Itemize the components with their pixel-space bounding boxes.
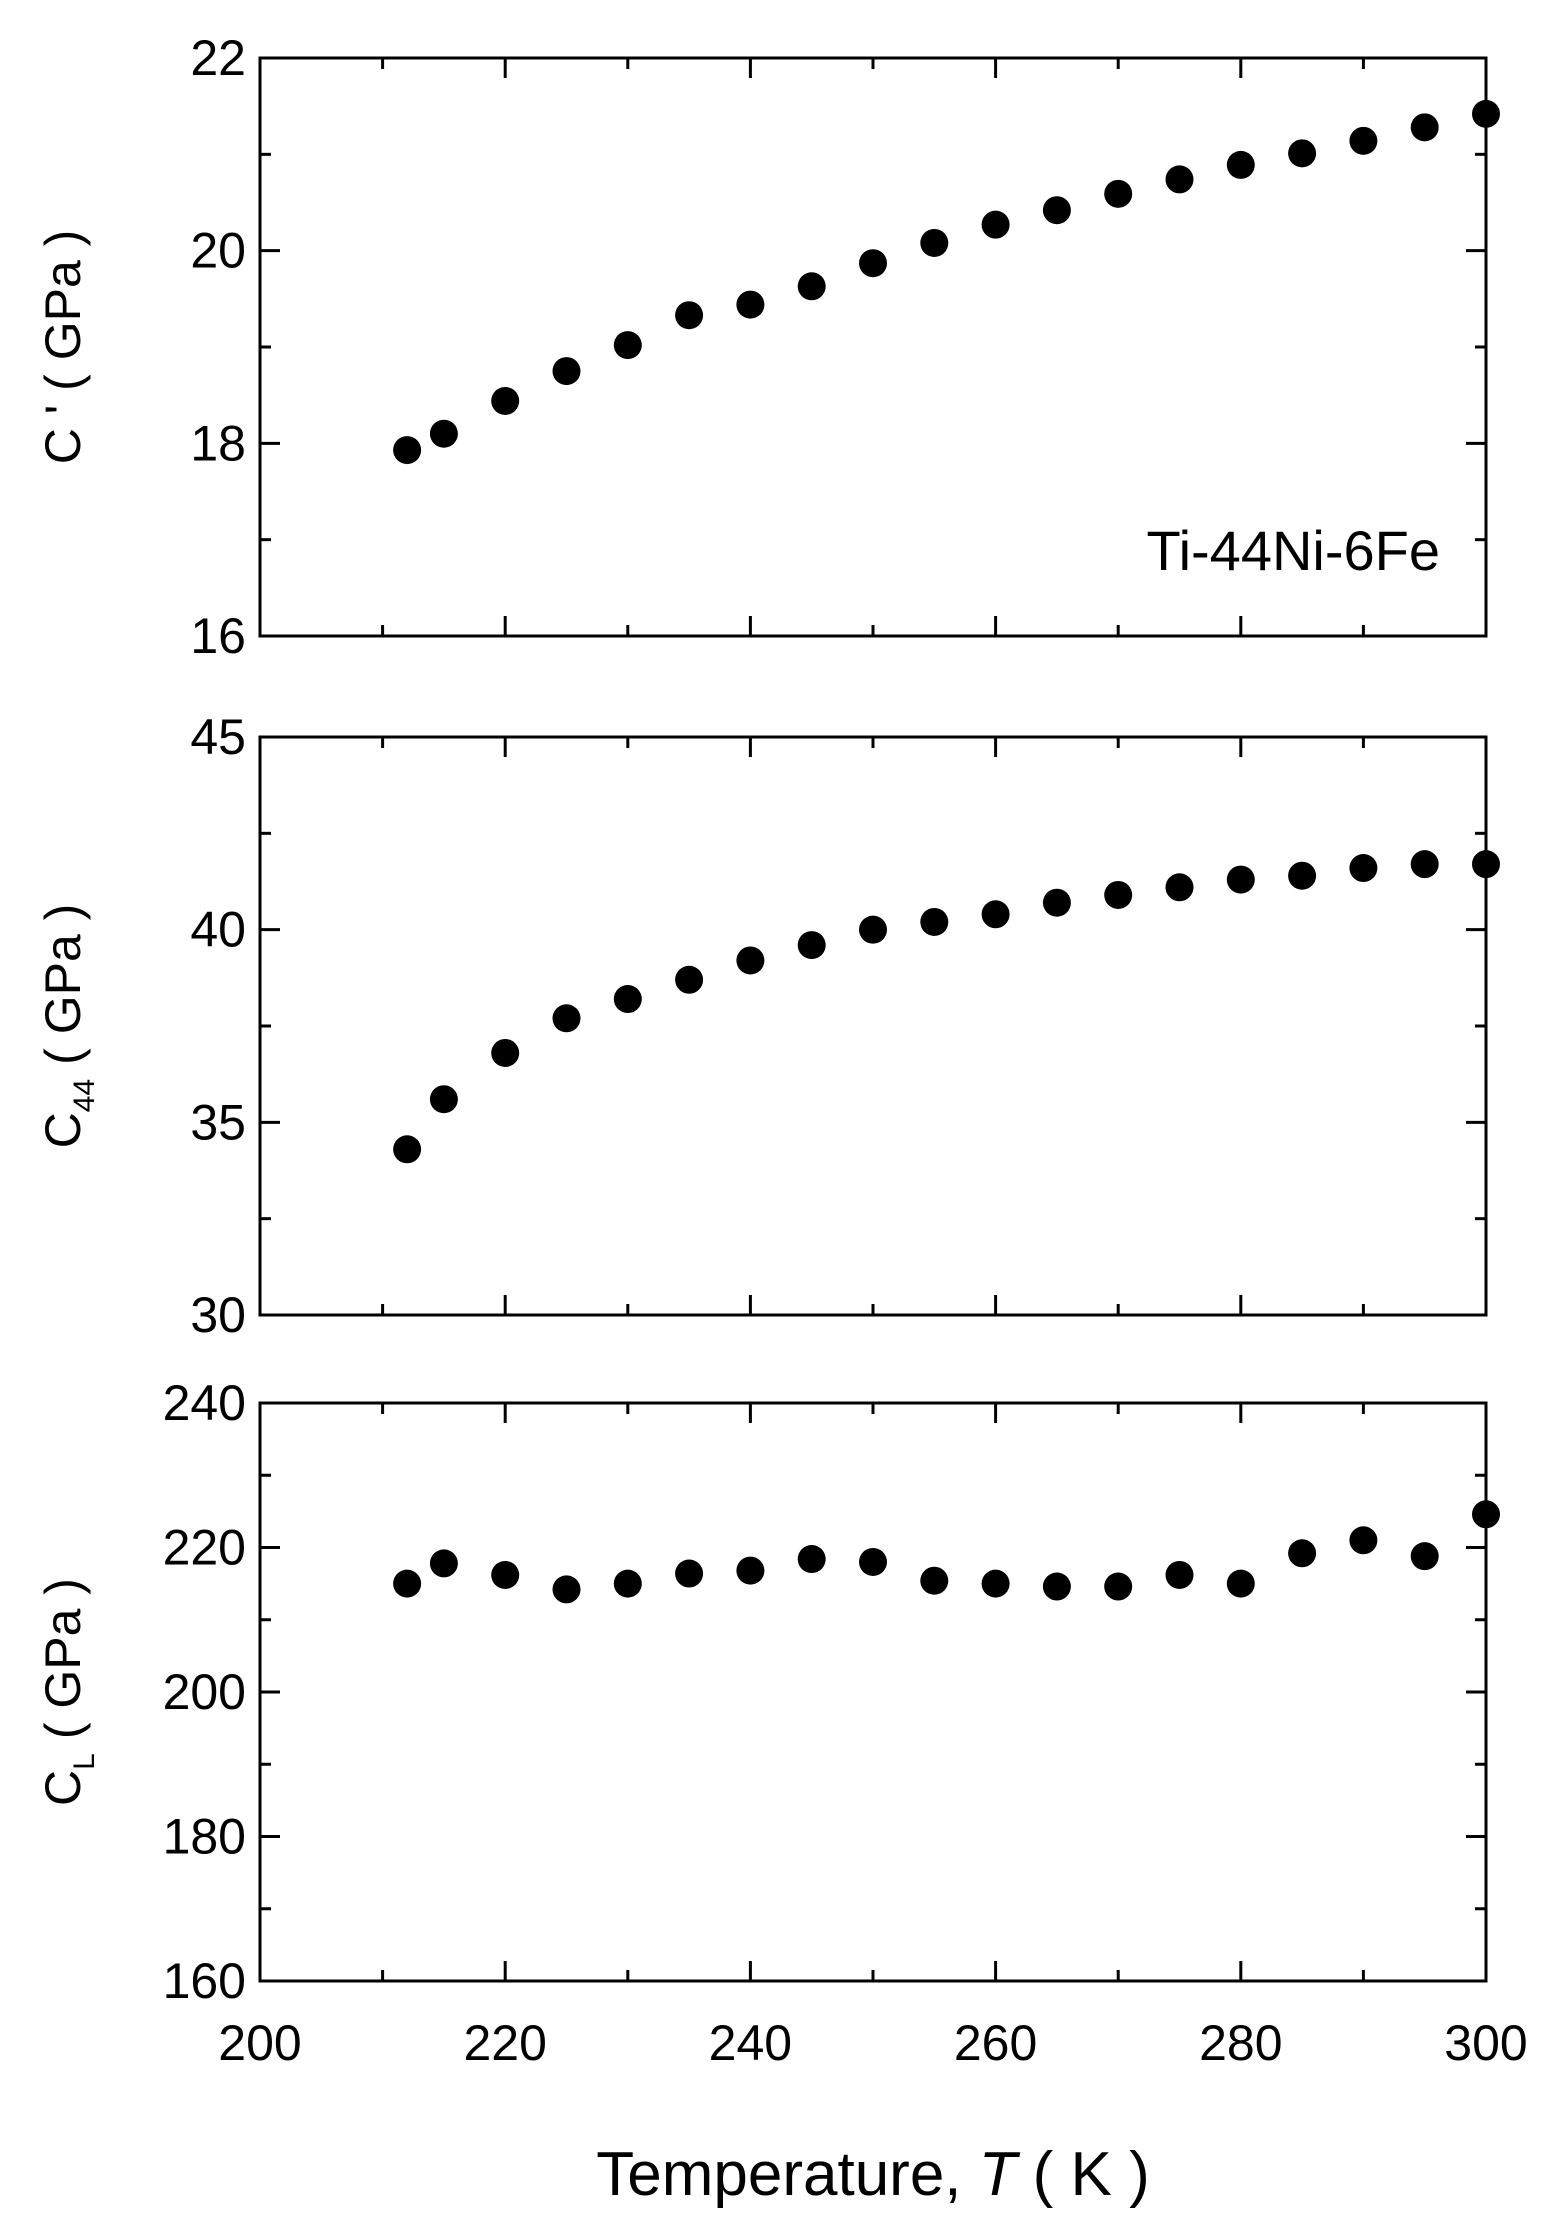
x-tick-label: 200 (218, 2015, 301, 2071)
data-point (797, 931, 826, 960)
data-point (1226, 150, 1255, 179)
y-tick-label: 30 (190, 1287, 246, 1343)
data-point (1104, 1572, 1133, 1601)
data-point (1042, 1572, 1071, 1601)
y-tick-label: 22 (190, 30, 246, 86)
panel-cprime: 16 18 20 22 C ' ( GPa ) Ti-44Ni-6Fe (35, 30, 1500, 664)
panel-c44: 30 35 40 45 C44( GPa ) (35, 709, 1500, 1343)
data-series (393, 1500, 1500, 1604)
data-point (429, 1549, 458, 1578)
y-axis: 160 180 200 220 240 (163, 1375, 1486, 2009)
data-point (736, 290, 765, 319)
data-point (613, 1569, 642, 1598)
data-point (1472, 99, 1500, 128)
y-tick-label: 45 (190, 709, 246, 765)
data-point (859, 1547, 887, 1576)
data-point (736, 946, 765, 975)
data-point (1288, 1539, 1317, 1568)
data-point (1349, 854, 1378, 883)
data-point (1165, 1560, 1194, 1589)
y-tick-label: 18 (190, 415, 246, 471)
data-point (981, 1569, 1010, 1598)
y-tick-label: 220 (163, 1520, 246, 1576)
y-tick-label: 200 (163, 1664, 246, 1720)
data-point (736, 1556, 765, 1585)
data-point (1042, 888, 1071, 917)
alloy-annotation: Ti-44Ni-6Fe (1146, 519, 1440, 582)
data-point (981, 210, 1010, 239)
data-series (393, 99, 1500, 465)
x-tick-labels: 200 220 240 260 280 300 (218, 2015, 1527, 2071)
x-tick-label: 300 (1444, 2015, 1527, 2071)
data-point (859, 249, 887, 278)
y-axis-label: CL( GPa ) (35, 1578, 101, 1806)
x-tick-label: 220 (463, 2015, 546, 2071)
y-axis: 16 18 20 22 (190, 30, 1486, 664)
data-point (1410, 1542, 1439, 1571)
data-point (1288, 139, 1317, 168)
data-point (1104, 179, 1133, 208)
data-point (1410, 113, 1439, 142)
data-point (613, 331, 642, 360)
data-point (920, 907, 949, 936)
y-tick-label: 35 (190, 1094, 246, 1150)
data-point (1288, 861, 1317, 890)
data-point (1104, 880, 1133, 909)
data-point (1165, 165, 1194, 194)
data-point (1410, 850, 1439, 879)
y-tick-label: 20 (190, 223, 246, 279)
panel-cl: 160 180 200 220 240 CL( GPa ) (35, 1375, 1500, 2009)
data-point (1472, 850, 1500, 879)
data-point (797, 272, 826, 301)
y-tick-label: 180 (163, 1809, 246, 1865)
data-point (1165, 873, 1194, 902)
y-axis-label: C ' ( GPa ) (35, 230, 91, 465)
y-tick-label: 160 (163, 1953, 246, 2009)
data-point (859, 915, 887, 944)
data-point (920, 1566, 949, 1595)
x-tick-label: 260 (954, 2015, 1037, 2071)
data-point (429, 1085, 458, 1114)
x-tick-label: 240 (709, 2015, 792, 2071)
data-point (675, 301, 704, 330)
data-point (393, 436, 422, 465)
data-point (1042, 196, 1071, 225)
data-point (675, 1559, 704, 1588)
data-point (552, 1004, 581, 1033)
data-point (491, 1038, 520, 1067)
y-tick-label: 240 (163, 1375, 246, 1431)
data-point (675, 965, 704, 994)
data-point (429, 419, 458, 448)
data-point (1349, 126, 1378, 155)
data-point (1349, 1526, 1378, 1555)
x-tick-label: 280 (1199, 2015, 1282, 2071)
data-point (920, 228, 949, 257)
data-point (491, 1560, 520, 1589)
x-axis-label: Temperature, T( K ) (596, 2140, 1150, 2209)
x-axis-ticks (258, 58, 1488, 636)
data-point (613, 985, 642, 1014)
x-axis-ticks (258, 1403, 1488, 1981)
y-tick-label: 16 (190, 608, 246, 664)
data-point (491, 386, 520, 415)
y-tick-label: 40 (190, 902, 246, 958)
x-axis-ticks (258, 737, 1488, 1315)
data-point (981, 900, 1010, 929)
data-point (797, 1545, 826, 1574)
data-point (393, 1569, 422, 1598)
data-point (1226, 865, 1255, 894)
y-axis-label: C44( GPa ) (35, 904, 101, 1149)
data-point (1226, 1569, 1255, 1598)
data-point (1472, 1500, 1500, 1529)
plot-frame (258, 735, 1488, 1317)
data-point (552, 1575, 581, 1604)
y-axis: 30 35 40 45 (190, 709, 1486, 1343)
data-point (552, 357, 581, 386)
plot-frame (258, 1401, 1488, 1983)
data-series (393, 850, 1500, 1164)
data-point (393, 1135, 422, 1164)
